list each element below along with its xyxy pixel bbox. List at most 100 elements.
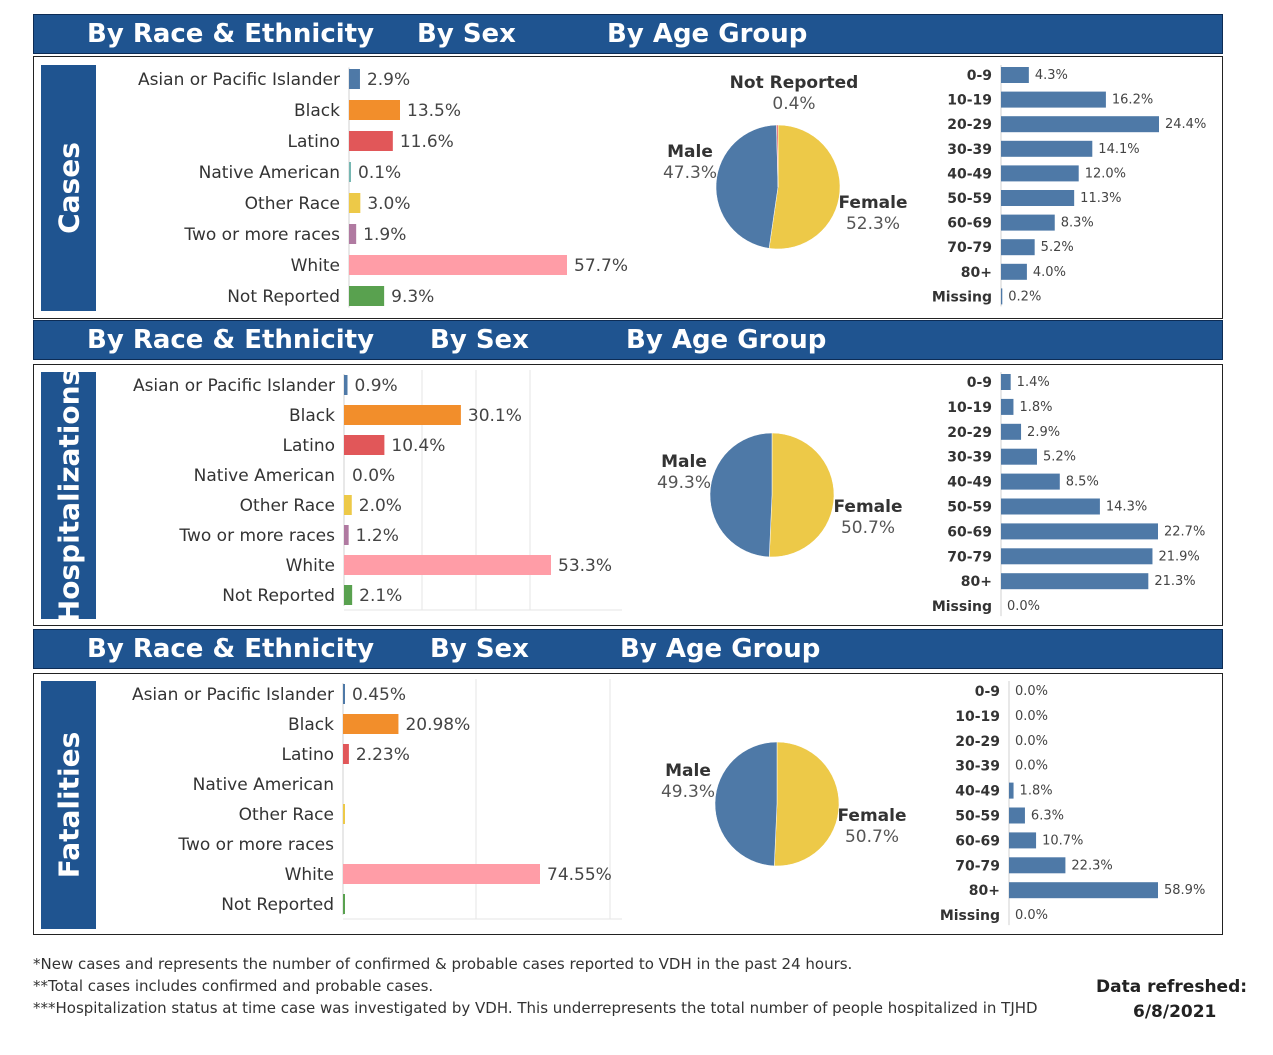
pie-slice-female [769, 432, 835, 558]
age-bar-20-29 [1001, 423, 1022, 440]
race-bar-asian-or-pacific-islander [349, 69, 360, 89]
race-bar-not-reported [344, 585, 353, 605]
race-value-label: 0.0% [352, 466, 395, 486]
age-value-label: 0.0% [1015, 709, 1048, 724]
refresh-label: Data refreshed: [1096, 977, 1248, 997]
age-value-label: 0.2% [1008, 289, 1041, 304]
age-value-label: 1.8% [1020, 784, 1053, 799]
age-bar-40-49 [1009, 782, 1014, 799]
pie-slice-male [714, 741, 778, 867]
race-bar-latino [349, 131, 393, 151]
age-value-label: 58.9% [1164, 883, 1205, 898]
age-category-label: 20-29 [947, 425, 992, 441]
pie-name-label: Female [838, 806, 907, 826]
race-bar-white [349, 255, 567, 275]
age-category-label: 60-69 [955, 833, 1000, 849]
header-band-fatalities: By Race & Ethnicity By Sex By Age Group [33, 629, 1223, 669]
pie-name-label: Not Reported [730, 73, 859, 93]
age-value-label: 10.7% [1042, 833, 1083, 848]
pie-value-label: 49.3% [657, 473, 711, 493]
age-category-label: 70-79 [947, 240, 992, 256]
pie-slice-male [715, 124, 779, 249]
section-label-cases: Cases [41, 65, 96, 311]
age-value-label: 14.1% [1098, 142, 1139, 157]
age-category-label: 20-29 [947, 117, 992, 133]
pie-slice-male [709, 432, 773, 558]
race-value-label: 13.5% [407, 101, 461, 121]
age-bar-70-79 [1009, 857, 1066, 874]
race-value-label: 20.98% [405, 715, 470, 735]
pie-value-label: 49.3% [661, 782, 715, 802]
age-category-label: 80+ [961, 265, 992, 281]
pie-value-label: 0.4% [772, 94, 815, 114]
age-value-label: 0.0% [1015, 684, 1048, 699]
age-value-label: 22.7% [1164, 524, 1205, 539]
age-value-label: 8.5% [1066, 475, 1099, 490]
race-value-label: 2.23% [356, 745, 410, 765]
age-bar-50-59 [1001, 498, 1100, 515]
age-category-label: Missing [940, 908, 1000, 924]
age-bar-0-9 [1001, 67, 1029, 83]
age-category-label: 50-59 [947, 500, 992, 516]
age-bar-60-69 [1001, 523, 1158, 540]
race-value-label: 2.1% [359, 586, 402, 606]
age-bar-80 [1001, 263, 1027, 280]
age-value-label: 11.3% [1080, 191, 1121, 206]
race-value-label: 1.2% [356, 526, 399, 546]
age-category-label: 0-9 [975, 684, 1000, 700]
race-category-label: Native American [199, 163, 340, 183]
pie-slice-female [768, 124, 841, 250]
race-bar-other-race [349, 193, 361, 213]
footnote-1: *New cases and represents the number of … [33, 955, 853, 973]
race-value-label: 3.0% [367, 194, 410, 214]
age-value-label: 4.0% [1033, 265, 1066, 280]
age-value-label: 24.4% [1165, 117, 1206, 132]
race-category-label: Native American [194, 466, 335, 486]
age-value-label: 12.0% [1085, 166, 1126, 181]
age-bar-70-79 [1001, 548, 1153, 565]
age-category-label: Missing [932, 599, 992, 615]
header-sex: By Sex [430, 634, 529, 664]
race-value-label: 9.3% [391, 287, 434, 307]
age-bar-70-79 [1001, 239, 1035, 256]
age-category-label: 0-9 [967, 375, 992, 391]
race-value-label: 74.55% [547, 865, 612, 885]
age-category-label: 70-79 [955, 858, 1000, 874]
age-category-label: 10-19 [947, 93, 992, 109]
race-category-label: Not Reported [227, 287, 340, 307]
race-category-label: Black [288, 715, 334, 735]
age-category-label: Missing [932, 289, 992, 305]
age-category-label: 80+ [969, 883, 1000, 899]
race-bar-asian-or-pacific-islander [343, 684, 345, 704]
race-bar-white [343, 864, 540, 884]
age-category-label: 50-59 [947, 191, 992, 207]
age-bar-40-49 [1001, 165, 1079, 182]
race-category-label: Asian or Pacific Islander [132, 685, 334, 705]
race-category-label: Asian or Pacific Islander [138, 70, 340, 90]
race-category-label: White [286, 556, 335, 576]
race-category-label: Native American [193, 775, 334, 795]
race-value-label: 11.6% [400, 132, 454, 152]
race-bar-two-or-more-races [349, 224, 357, 244]
pie-name-label: Male [667, 142, 713, 162]
age-category-label: 60-69 [947, 524, 992, 540]
age-category-label: 40-49 [947, 475, 992, 491]
refresh-date: 6/8/2021 [1133, 1002, 1217, 1022]
pie-value-label: 52.3% [846, 214, 900, 234]
race-category-label: Other Race [240, 496, 335, 516]
race-bar-latino [343, 744, 349, 764]
pie-slice-female [774, 741, 840, 867]
race-bar-other-race [344, 495, 352, 515]
age-value-label: 1.4% [1017, 375, 1050, 390]
age-value-label: 16.2% [1112, 93, 1153, 108]
age-value-label: 0.0% [1015, 759, 1048, 774]
section-label-hospitalizations: Hospitalizations [41, 368, 96, 623]
age-bar-80 [1001, 573, 1149, 590]
race-bar-latino [344, 435, 385, 455]
race-bar-black [349, 100, 401, 120]
header-race: By Race & Ethnicity [87, 325, 375, 355]
age-category-label: 50-59 [955, 809, 1000, 825]
race-value-label: 2.0% [359, 496, 402, 516]
race-bar-black [344, 405, 461, 425]
race-bar-native-american [349, 162, 351, 182]
